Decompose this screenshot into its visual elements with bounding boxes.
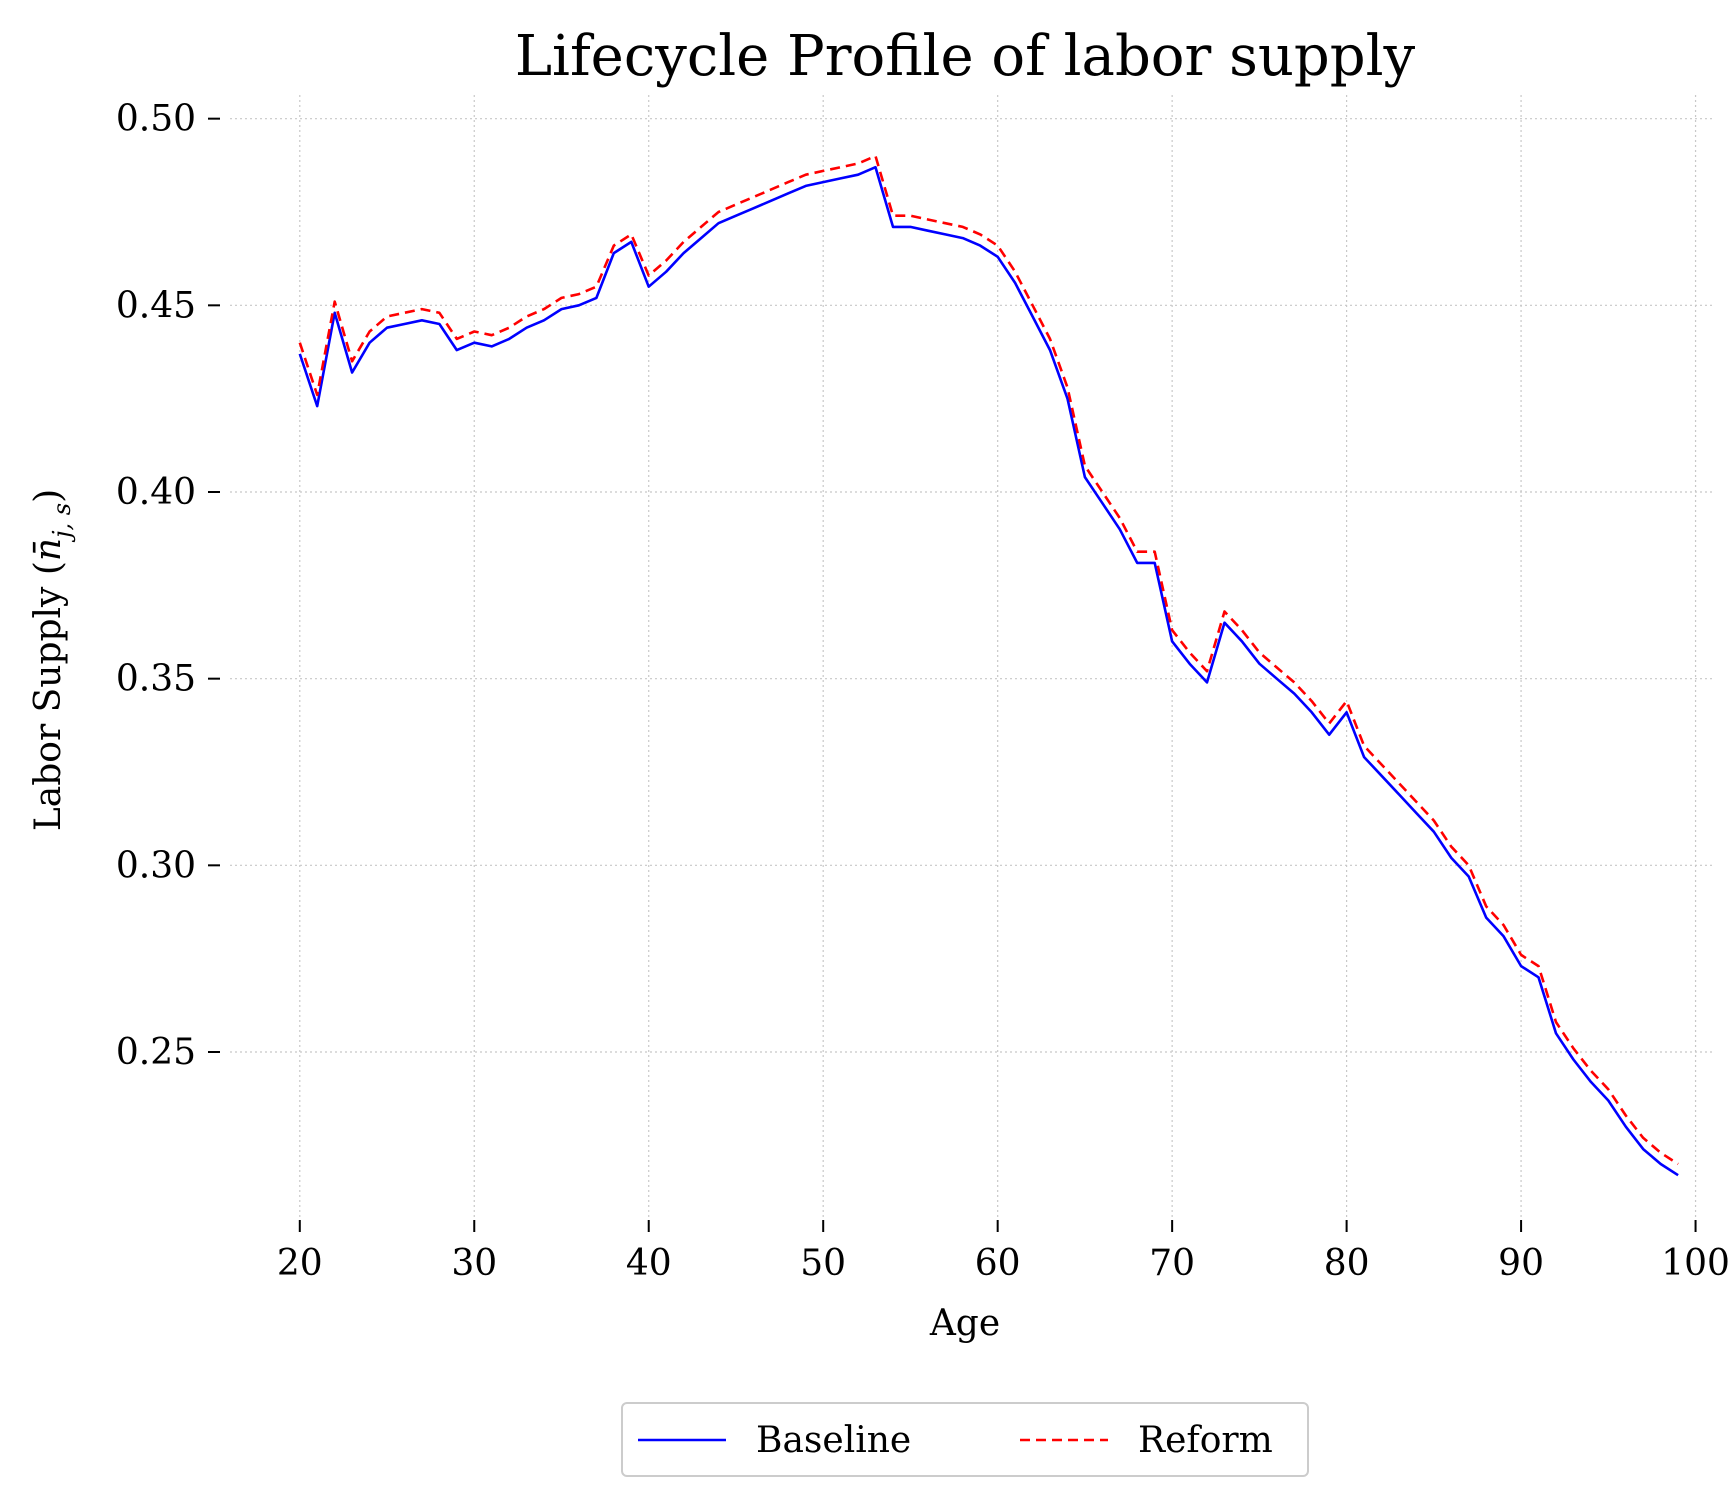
y-tick-label: 0.30: [116, 845, 196, 886]
x-tick-label: 20: [277, 1243, 323, 1284]
series-line-baseline: [298, 165, 1679, 1177]
y-axis-label-text: Labor Supply (: [28, 561, 69, 831]
x-tick-label: 30: [451, 1243, 497, 1284]
y-tick-label: 0.25: [116, 1032, 196, 1073]
y-tick-label: 0.40: [116, 472, 196, 513]
x-tick-label: 80: [1324, 1243, 1370, 1284]
x-tick-label: 40: [626, 1243, 672, 1284]
y-axis-label-subscript: j, s: [48, 503, 76, 543]
y-axis-label-close: ): [28, 489, 69, 503]
legend: Baseline Reform: [621, 1402, 1309, 1477]
legend-label-baseline: Baseline: [756, 1420, 911, 1461]
x-tick-label: 100: [1661, 1243, 1730, 1284]
y-axis-label-symbol: n̄: [28, 538, 69, 561]
legend-frame: [621, 1402, 1309, 1477]
y-tick-label: 0.50: [116, 99, 196, 140]
legend-label-reform: Reform: [1138, 1420, 1273, 1461]
series-line-reform: [298, 154, 1679, 1166]
x-tick-label: 90: [1498, 1243, 1544, 1284]
grid: [230, 95, 1713, 1220]
y-axis-label: Labor Supply (n̄j, s): [28, 489, 76, 831]
x-tick-label: 60: [975, 1243, 1021, 1284]
x-tick-label: 70: [1149, 1243, 1195, 1284]
x-axis: 20 30 40 50 60 70 80 90 100: [277, 1220, 1730, 1284]
y-tick-label: 0.35: [116, 659, 196, 700]
chart-title: Lifecycle Profile of labor supply: [515, 24, 1416, 89]
x-tick-label: 50: [800, 1243, 846, 1284]
y-axis: 0.25 0.30 0.35 0.40 0.45 0.50: [116, 99, 220, 1073]
x-axis-label: Age: [929, 1303, 1000, 1344]
plot-area: [298, 154, 1679, 1177]
y-tick-label: 0.45: [116, 285, 196, 326]
